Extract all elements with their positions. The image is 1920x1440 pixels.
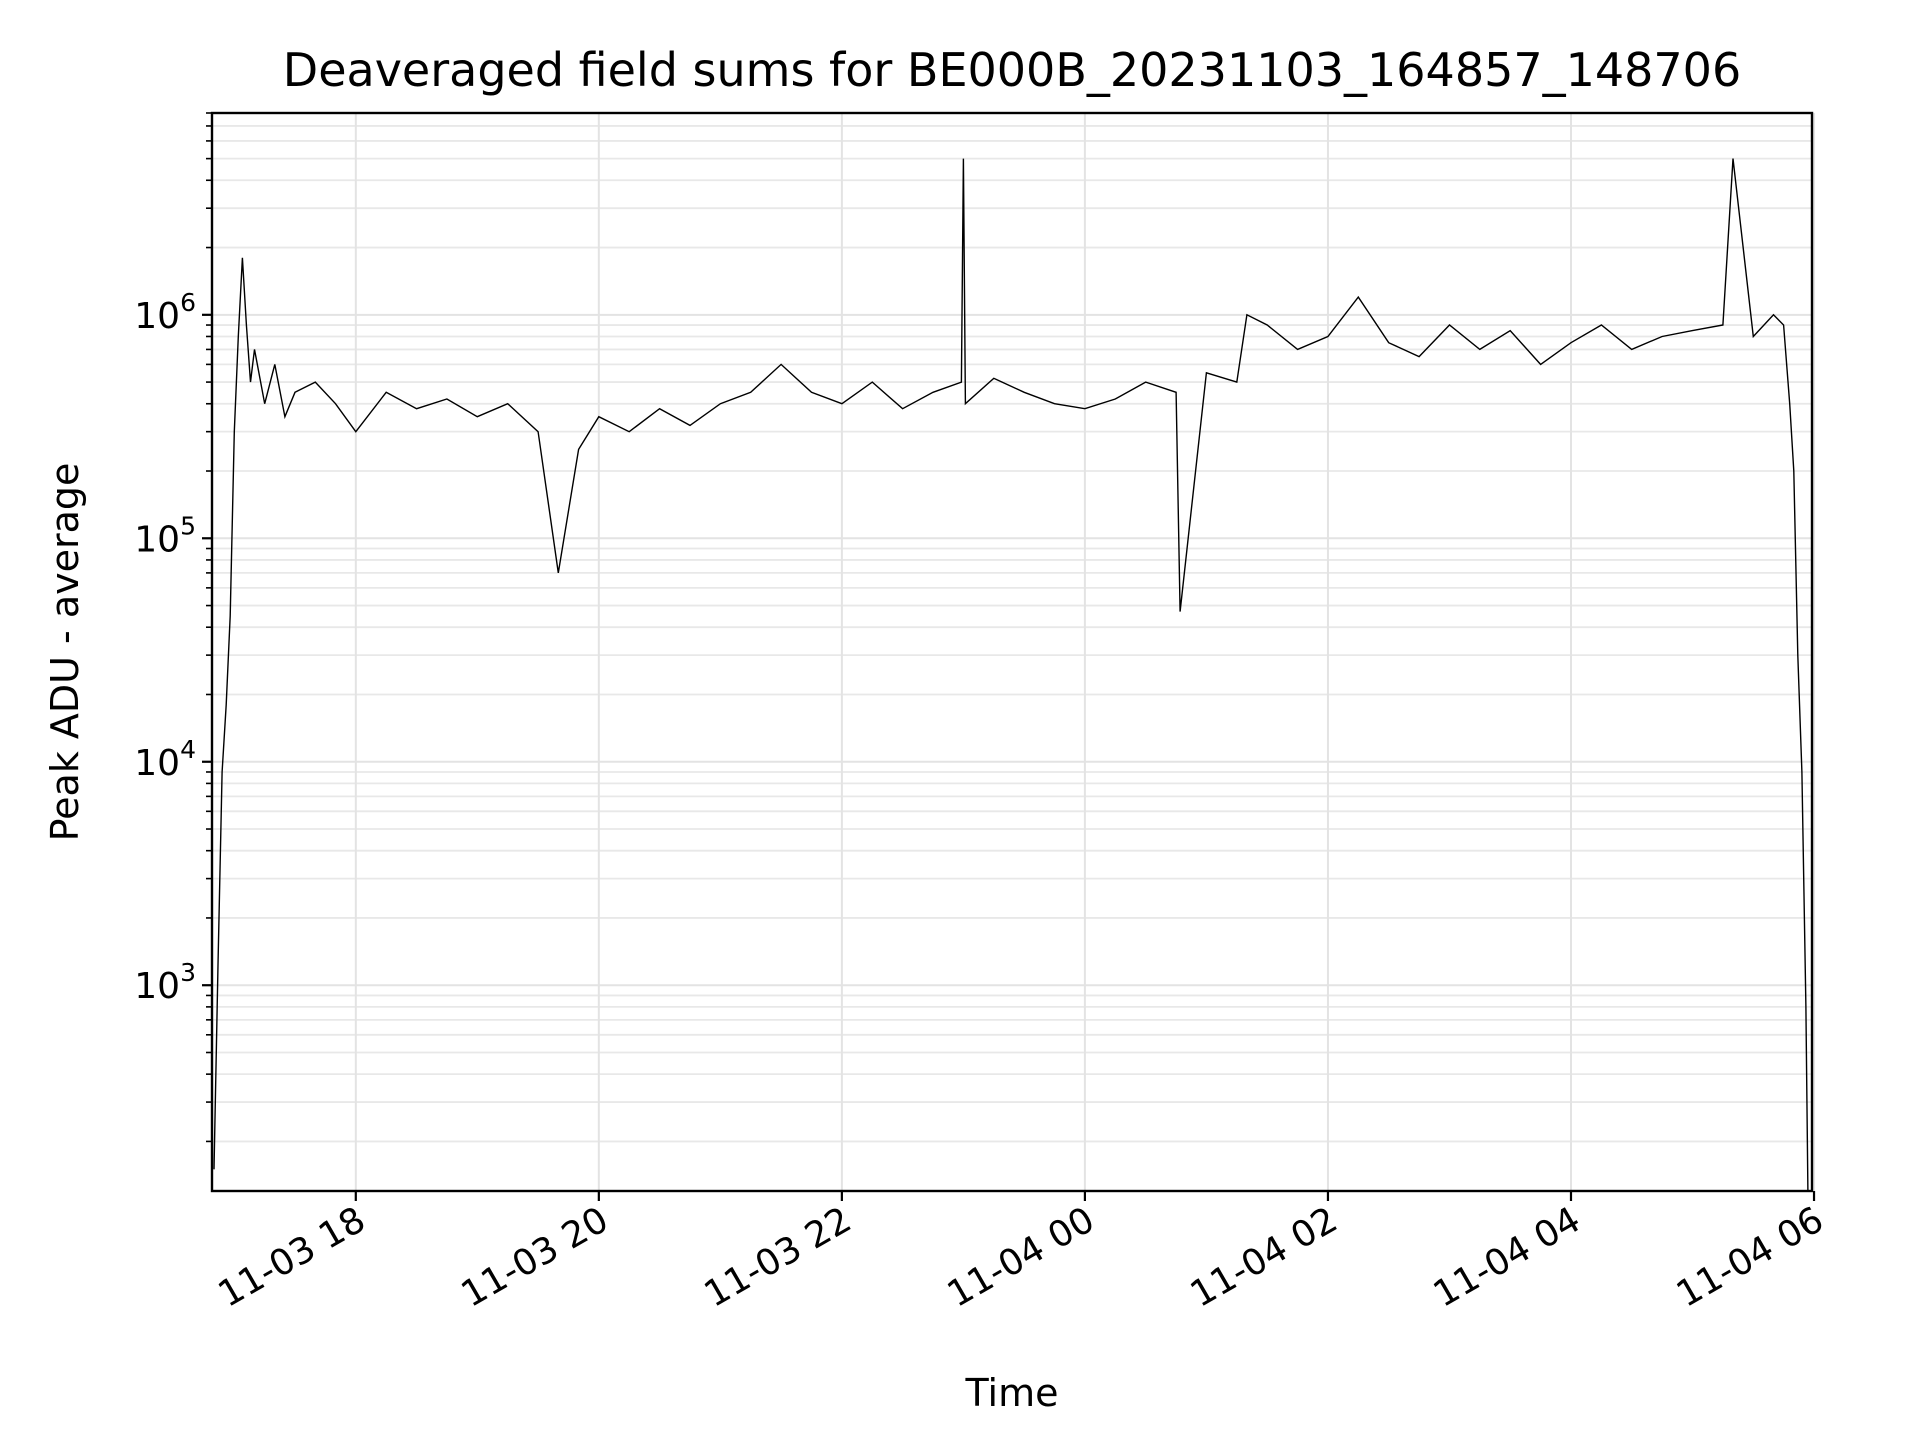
plot-frame <box>210 111 1814 1193</box>
y-tick-label: 105 <box>134 511 196 560</box>
y-tick-label: 103 <box>134 958 196 1007</box>
series-line <box>213 158 1810 1192</box>
series-layer <box>213 158 1810 1192</box>
x-axis-label: Time <box>965 1371 1059 1415</box>
y-tick-label: 106 <box>134 288 196 337</box>
chart-title: Deaveraged field sums for BE000B_2023110… <box>283 43 1741 97</box>
y-axis-label: Peak ADU - average <box>43 463 87 842</box>
y-tick-label: 104 <box>134 735 196 784</box>
